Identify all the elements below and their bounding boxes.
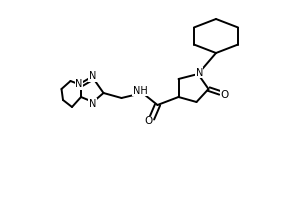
Text: N: N [75,79,82,89]
Text: N: N [89,71,96,81]
Text: O: O [144,116,153,126]
Text: N: N [196,68,203,78]
Text: N: N [89,99,96,109]
Text: NH: NH [133,86,148,96]
Text: O: O [220,90,229,100]
